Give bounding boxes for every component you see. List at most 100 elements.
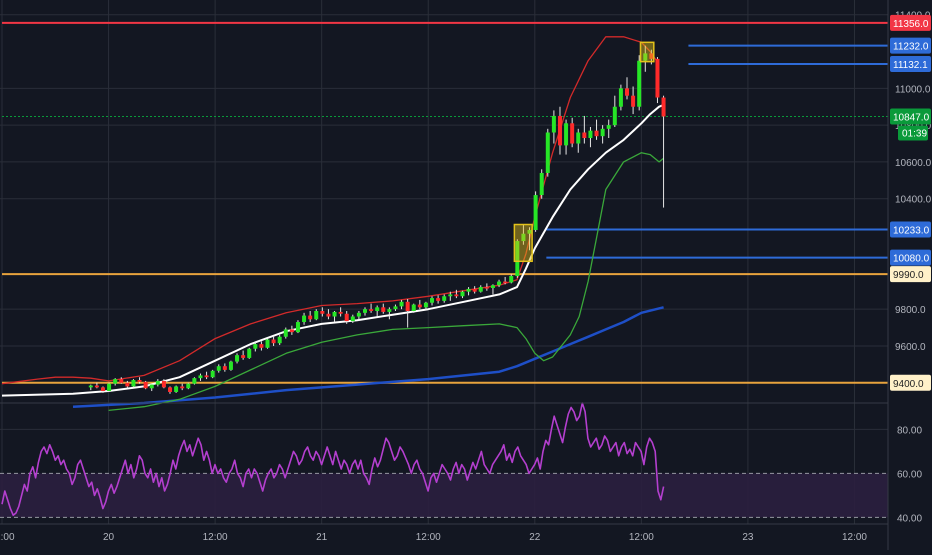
candle[interactable] (198, 373, 203, 381)
candle[interactable] (107, 382, 112, 392)
candle[interactable] (137, 377, 142, 384)
candle[interactable] (600, 125, 605, 144)
candle[interactable] (326, 309, 331, 320)
candle[interactable] (436, 295, 441, 304)
candle[interactable] (564, 119, 569, 155)
highlight-box[interactable] (639, 41, 655, 63)
candle[interactable] (503, 276, 508, 285)
candle[interactable] (125, 380, 130, 389)
candle[interactable] (631, 86, 636, 115)
horizontal-levels[interactable] (2, 21, 888, 384)
candle[interactable] (466, 287, 471, 296)
candle[interactable] (423, 301, 428, 311)
candle[interactable] (490, 284, 495, 295)
candle[interactable] (356, 310, 361, 321)
candle[interactable] (606, 119, 611, 139)
candle[interactable] (247, 347, 252, 359)
candle[interactable] (88, 384, 93, 391)
candle[interactable] (302, 312, 307, 325)
candle[interactable] (204, 371, 209, 380)
candle[interactable] (94, 382, 99, 389)
candle[interactable] (643, 45, 648, 72)
candle[interactable] (533, 191, 538, 232)
candle[interactable] (320, 307, 325, 317)
candle[interactable] (350, 314, 355, 323)
candle[interactable] (472, 286, 477, 294)
candle[interactable] (515, 239, 520, 278)
candle[interactable] (228, 360, 233, 371)
candle[interactable] (557, 106, 562, 155)
time-tick-label[interactable]: 20 (103, 532, 115, 543)
rsi-tick-label[interactable]: 40.00 (897, 513, 922, 524)
time-tick-label[interactable]: 12:00 (629, 532, 654, 543)
price-tick-label[interactable]: 9800.0 (895, 305, 926, 316)
candle[interactable] (119, 377, 124, 384)
candle[interactable] (545, 128, 550, 177)
candle[interactable] (253, 342, 258, 352)
candle[interactable] (448, 291, 453, 301)
candle[interactable] (222, 363, 227, 372)
candle[interactable] (344, 310, 349, 324)
candle[interactable] (113, 378, 118, 386)
candle[interactable] (417, 299, 422, 310)
candle[interactable] (308, 310, 313, 323)
candle[interactable] (216, 364, 221, 373)
candle[interactable] (271, 336, 276, 346)
candle[interactable] (478, 285, 483, 293)
candle[interactable] (186, 382, 191, 390)
candle[interactable] (168, 386, 173, 394)
time-tick-label[interactable]: 12:00 (0, 532, 15, 543)
candle[interactable] (399, 299, 404, 310)
candle[interactable] (161, 379, 166, 389)
candle[interactable] (430, 296, 435, 306)
candle[interactable] (174, 385, 179, 393)
candle[interactable] (661, 95, 666, 208)
rsi-axis-labels[interactable]: 80.00 60.00 40.00 (897, 425, 922, 524)
candle[interactable] (259, 341, 264, 351)
price-tick-label[interactable]: 10600.0 (895, 158, 932, 169)
candle[interactable] (521, 224, 526, 245)
candle[interactable] (265, 338, 270, 349)
candle[interactable] (100, 386, 105, 393)
candle[interactable] (143, 380, 148, 390)
candle[interactable] (338, 307, 343, 317)
candles[interactable] (88, 45, 666, 394)
candle[interactable] (411, 303, 416, 313)
candle[interactable] (332, 310, 337, 323)
candle[interactable] (375, 305, 380, 317)
candle[interactable] (295, 320, 300, 334)
candle[interactable] (405, 299, 410, 328)
candle[interactable] (594, 119, 599, 140)
candle[interactable] (314, 309, 319, 321)
candle[interactable] (625, 77, 630, 100)
candle[interactable] (149, 383, 154, 392)
candle[interactable] (655, 57, 660, 104)
candle[interactable] (283, 327, 288, 339)
candle[interactable] (637, 55, 642, 111)
time-tick-label[interactable]: 12:00 (416, 532, 441, 543)
candle[interactable] (551, 110, 556, 144)
candle[interactable] (497, 279, 502, 288)
candle[interactable] (155, 379, 160, 387)
time-tick-label[interactable]: 22 (529, 532, 541, 543)
candle[interactable] (289, 325, 294, 335)
candle[interactable] (576, 128, 581, 153)
time-tick-label[interactable]: 23 (742, 532, 754, 543)
candle[interactable] (393, 304, 398, 311)
candle[interactable] (277, 334, 282, 346)
candle[interactable] (484, 283, 489, 291)
time-tick-label[interactable]: 12:00 (203, 532, 228, 543)
candle[interactable] (192, 377, 197, 385)
candle[interactable] (570, 117, 575, 148)
candle[interactable] (131, 379, 136, 388)
time-tick-label[interactable]: 12:00 (842, 532, 867, 543)
highlight-box[interactable] (513, 223, 533, 263)
candle[interactable] (527, 227, 532, 251)
price-tick-label[interactable]: 9600.0 (895, 342, 926, 353)
candle[interactable] (210, 369, 215, 379)
price-tick-label[interactable]: 10400.0 (895, 195, 932, 206)
candle[interactable] (241, 350, 246, 360)
time-axis-labels[interactable]: 12:00 20 12:00 21 12:00 22 12:00 23 12:00 (0, 532, 867, 543)
